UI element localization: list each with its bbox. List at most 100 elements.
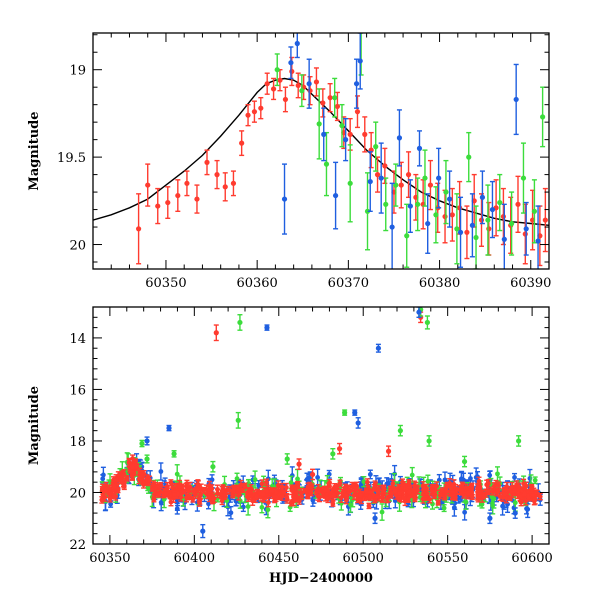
data-point xyxy=(172,490,178,499)
data-point xyxy=(367,469,373,480)
data-point xyxy=(245,491,251,498)
data-point xyxy=(155,187,161,225)
data-point xyxy=(293,490,299,497)
x-tick-label: 60390 xyxy=(510,276,551,291)
data-point xyxy=(320,88,326,118)
data-point xyxy=(478,193,485,247)
data-point xyxy=(392,486,398,495)
data-point xyxy=(473,205,479,269)
data-point xyxy=(204,149,210,176)
data-point xyxy=(347,144,353,223)
data-point xyxy=(144,436,150,446)
data-point xyxy=(494,466,500,482)
data-point xyxy=(398,161,404,209)
data-point xyxy=(295,72,301,99)
data-point xyxy=(437,491,443,500)
data-point xyxy=(407,179,413,233)
data-point xyxy=(485,184,491,256)
data-point xyxy=(374,156,381,193)
data-point xyxy=(239,130,245,157)
data-point xyxy=(449,482,455,491)
data-point xyxy=(358,33,364,76)
data-point xyxy=(296,496,302,505)
data-point xyxy=(378,142,384,214)
data-point xyxy=(396,109,403,167)
data-point xyxy=(214,159,220,190)
data-point xyxy=(168,479,174,487)
data-point xyxy=(294,33,300,59)
data-point xyxy=(259,479,265,489)
data-point xyxy=(383,177,389,232)
data-point xyxy=(198,483,204,494)
data-point xyxy=(412,495,418,503)
data-point xyxy=(469,193,475,258)
data-point xyxy=(416,130,423,167)
data-point xyxy=(136,193,142,265)
data-point xyxy=(490,487,496,496)
data-point xyxy=(537,492,543,501)
data-point xyxy=(115,487,121,494)
data-point xyxy=(503,486,509,493)
data-point xyxy=(515,175,521,233)
y-tick-label: 18 xyxy=(69,435,86,450)
data-point xyxy=(368,131,374,169)
data-point xyxy=(361,476,367,488)
data-point xyxy=(265,497,271,508)
data-point xyxy=(540,86,546,148)
data-point xyxy=(334,91,341,122)
data-point xyxy=(529,483,535,494)
data-point xyxy=(489,180,496,239)
data-point xyxy=(342,409,348,416)
data-point xyxy=(210,460,216,473)
data-point xyxy=(200,523,206,539)
data-point xyxy=(307,481,313,493)
data-point xyxy=(136,473,142,485)
data-point xyxy=(375,486,381,496)
data-point xyxy=(446,170,453,228)
data-point xyxy=(277,69,283,92)
x-tick-label: 60360 xyxy=(236,276,277,291)
y-tick-label: 19 xyxy=(69,64,86,79)
data-point xyxy=(337,479,343,487)
data-point xyxy=(281,163,288,235)
y-tick-label: 16 xyxy=(69,383,86,398)
data-point xyxy=(421,484,427,494)
data-point xyxy=(466,131,472,183)
data-point xyxy=(364,478,370,487)
data-point xyxy=(424,315,430,330)
data-point xyxy=(457,196,464,268)
data-point xyxy=(372,512,378,525)
data-point xyxy=(191,487,197,495)
data-point xyxy=(251,100,258,123)
x-tick-label: 60450 xyxy=(258,551,299,566)
data-point xyxy=(343,117,349,162)
data-point xyxy=(521,478,527,489)
data-point xyxy=(352,409,358,416)
data-point xyxy=(327,82,333,113)
data-point xyxy=(235,411,241,429)
data-point xyxy=(523,201,529,256)
data-point xyxy=(330,500,336,507)
data-point xyxy=(465,488,471,498)
data-point xyxy=(187,493,193,501)
x-tick-label: 60400 xyxy=(174,551,215,566)
top-panel: 60350 60360 60370 60380 60390 19 19.5 20 Magnitu… xyxy=(27,32,551,291)
data-point xyxy=(422,149,428,207)
data-point xyxy=(151,496,157,503)
data-point xyxy=(385,445,392,458)
data-point xyxy=(219,485,225,497)
data-point xyxy=(366,502,372,510)
data-point xyxy=(476,482,482,493)
data-point xyxy=(239,487,245,493)
y-axis-label: Magnitude xyxy=(27,386,42,465)
data-point xyxy=(107,495,113,503)
data-point xyxy=(215,488,221,499)
x-tick-label: 60370 xyxy=(328,276,369,291)
data-point xyxy=(156,491,162,498)
data-point xyxy=(145,163,151,207)
model-curve xyxy=(93,77,549,226)
data-point xyxy=(197,496,203,505)
data-point xyxy=(330,447,336,460)
data-point xyxy=(497,173,503,232)
data-point xyxy=(454,193,460,265)
